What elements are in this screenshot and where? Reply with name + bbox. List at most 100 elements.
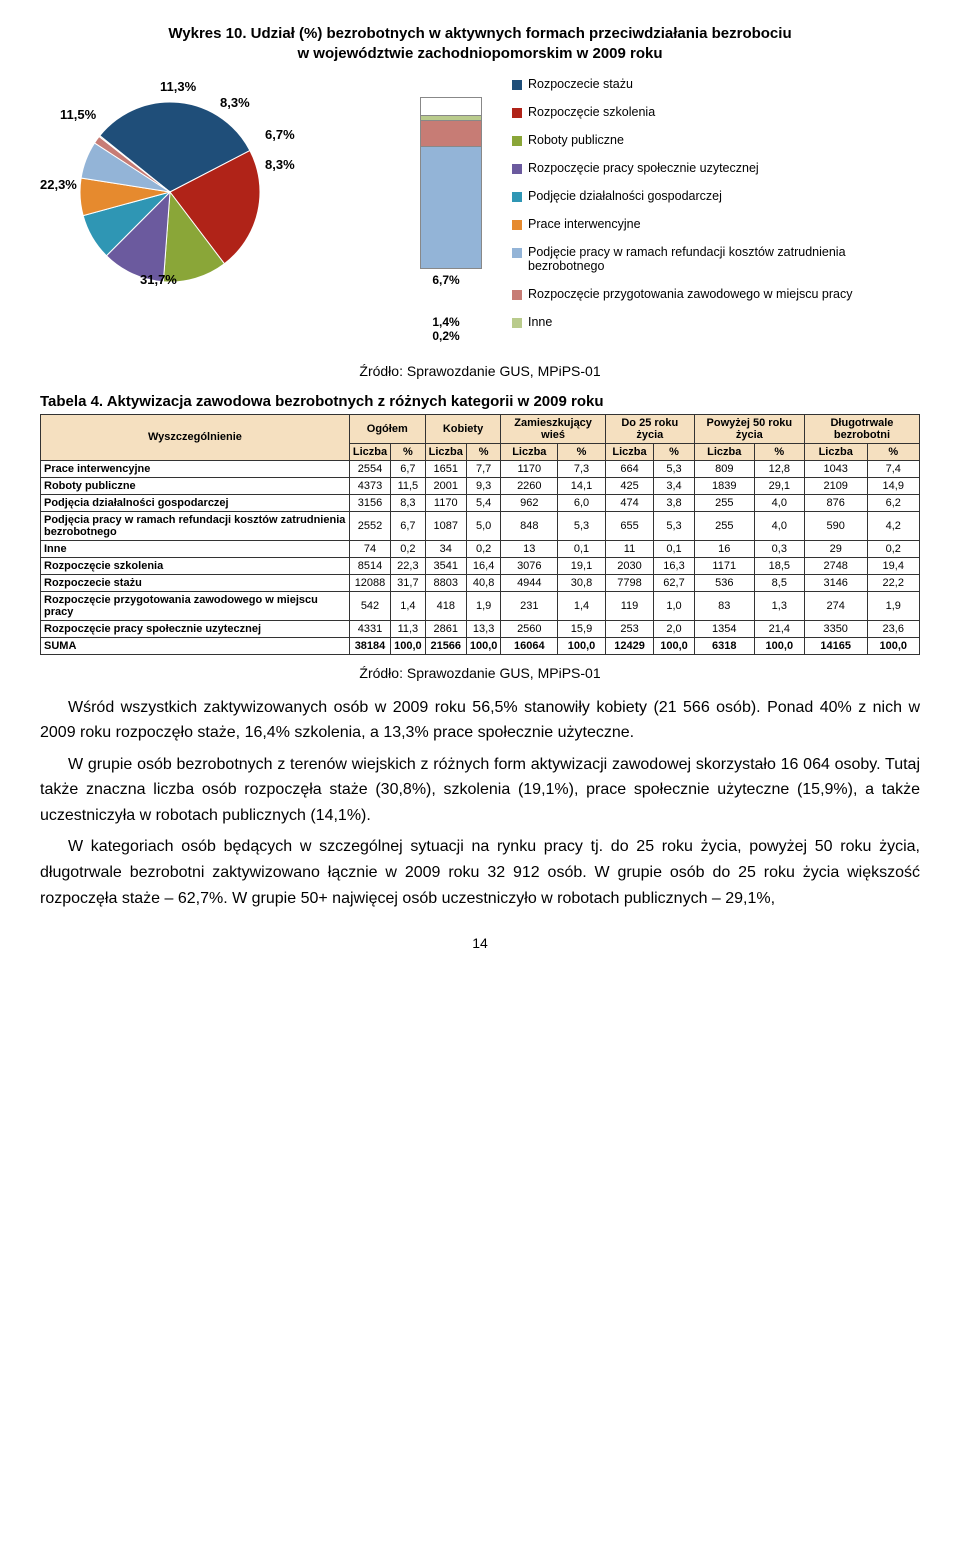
- legend-item: Podjęcie pracy w ramach refundacji koszt…: [512, 245, 920, 273]
- col-header: Ogółem: [349, 414, 425, 443]
- paragraph: Wśród wszystkich zaktywizowanych osób w …: [40, 695, 920, 746]
- col-header: Wyszczególnienie: [41, 414, 350, 460]
- cell: 83: [694, 591, 754, 620]
- bar-label: 1,4%: [432, 315, 459, 329]
- sub-header: %: [867, 443, 920, 460]
- sub-header: Liczba: [425, 443, 466, 460]
- cell: 22,3: [391, 557, 426, 574]
- pie-label: 11,5%: [60, 107, 96, 122]
- bar-column: 6,7% 1,4% 0,2%: [410, 77, 482, 343]
- legend-item: Inne: [512, 315, 920, 329]
- cell: 2560: [501, 620, 558, 637]
- row-label: Podjęcia pracy w ramach refundacji koszt…: [41, 511, 350, 540]
- table-title: Tabela 4. Aktywizacja zawodowa bezrobotn…: [40, 393, 920, 410]
- cell: 6,7: [391, 511, 426, 540]
- chart-source: Źródło: Sprawozdanie GUS, MPiPS-01: [40, 363, 920, 379]
- cell: 29,1: [754, 477, 804, 494]
- sub-header: Liczba: [804, 443, 867, 460]
- legend-label: Roboty publiczne: [528, 133, 624, 147]
- cell: 40,8: [466, 574, 501, 591]
- legend-item: Rozpoczęcie szkolenia: [512, 105, 920, 119]
- cell: 418: [425, 591, 466, 620]
- cell: 12,8: [754, 460, 804, 477]
- stacked-bar: [420, 97, 482, 269]
- cell: 542: [349, 591, 390, 620]
- pie-label: 31,7%: [140, 272, 177, 287]
- sub-header: %: [558, 443, 606, 460]
- bar-segment: [421, 146, 481, 268]
- legend-item: Prace interwencyjne: [512, 217, 920, 231]
- cell: 5,3: [654, 460, 695, 477]
- cell: 1170: [501, 460, 558, 477]
- paragraph: W kategoriach osób będących w szczególne…: [40, 834, 920, 911]
- cell: 664: [605, 460, 653, 477]
- pie-column: 11,3% 11,5% 8,3% 6,7% 8,3% 22,3% 31,7%: [40, 77, 380, 343]
- cell: 231: [501, 591, 558, 620]
- legend-item: Rozpoczecie stażu: [512, 77, 920, 91]
- legend-label: Podjęcie działalności gospodarczej: [528, 189, 722, 203]
- cell: 809: [694, 460, 754, 477]
- col-header: Kobiety: [425, 414, 501, 443]
- table-row: Prace interwencyjne25546,716517,711707,3…: [41, 460, 920, 477]
- cell: 6,2: [867, 494, 920, 511]
- cell: 74: [349, 540, 390, 557]
- pie-label: 8,3%: [265, 157, 295, 172]
- cell: 100,0: [754, 637, 804, 654]
- cell: 23,6: [867, 620, 920, 637]
- sub-header: Liczba: [501, 443, 558, 460]
- cell: 14,1: [558, 477, 606, 494]
- legend: Rozpoczecie stażu Rozpoczęcie szkolenia Ro…: [512, 77, 920, 343]
- sub-header: %: [654, 443, 695, 460]
- cell: 0,2: [867, 540, 920, 557]
- cell: 4331: [349, 620, 390, 637]
- cell: 7,3: [558, 460, 606, 477]
- cell: 11: [605, 540, 653, 557]
- cell: 13: [501, 540, 558, 557]
- legend-swatch: [512, 108, 522, 118]
- cell: 0,1: [558, 540, 606, 557]
- cell: 7,4: [867, 460, 920, 477]
- cell: 1043: [804, 460, 867, 477]
- row-label: Podjęcia działalności gospodarczej: [41, 494, 350, 511]
- table-row: Rozpoczecie stażu1208831,7880340,8494430…: [41, 574, 920, 591]
- row-label: SUMA: [41, 637, 350, 654]
- cell: 7,7: [466, 460, 501, 477]
- legend-swatch: [512, 164, 522, 174]
- cell: 1170: [425, 494, 466, 511]
- body-text: Wśród wszystkich zaktywizowanych osób w …: [40, 695, 920, 912]
- cell: 0,2: [391, 540, 426, 557]
- cell: 4,0: [754, 511, 804, 540]
- page-number: 14: [40, 935, 920, 951]
- sub-header: %: [391, 443, 426, 460]
- cell: 0,2: [466, 540, 501, 557]
- legend-label: Rozpoczęcie przygotowania zawodowego w m…: [528, 287, 852, 301]
- row-label: Rozpoczęcie przygotowania zawodowego w m…: [41, 591, 350, 620]
- cell: 14165: [804, 637, 867, 654]
- sub-header: Liczba: [694, 443, 754, 460]
- legend-label: Podjęcie pracy w ramach refundacji koszt…: [528, 245, 920, 273]
- cell: 38184: [349, 637, 390, 654]
- cell: 5,3: [558, 511, 606, 540]
- table-row: Rozpoczęcie szkolenia851422,3354116,4307…: [41, 557, 920, 574]
- table-row: Rozpoczęcie pracy społecznie uzytecznej4…: [41, 620, 920, 637]
- data-table: WyszczególnienieOgółemKobietyZamieszkują…: [40, 414, 920, 655]
- table-row: Roboty publiczne437311,520019,3226014,14…: [41, 477, 920, 494]
- cell: 29: [804, 540, 867, 557]
- cell: 962: [501, 494, 558, 511]
- cell: 34: [425, 540, 466, 557]
- cell: 2554: [349, 460, 390, 477]
- legend-item: Roboty publiczne: [512, 133, 920, 147]
- cell: 13,3: [466, 620, 501, 637]
- cell: 22,2: [867, 574, 920, 591]
- cell: 8,3: [391, 494, 426, 511]
- pie-label: 22,3%: [40, 177, 77, 192]
- legend-item: Rozpoczęcie pracy społecznie uzytecznej: [512, 161, 920, 175]
- table-row-sum: SUMA38184100,021566100,016064100,0124291…: [41, 637, 920, 654]
- cell: 5,3: [654, 511, 695, 540]
- cell: 1171: [694, 557, 754, 574]
- legend-label: Inne: [528, 315, 552, 329]
- cell: 2030: [605, 557, 653, 574]
- cell: 4,0: [754, 494, 804, 511]
- cell: 1,9: [867, 591, 920, 620]
- cell: 62,7: [654, 574, 695, 591]
